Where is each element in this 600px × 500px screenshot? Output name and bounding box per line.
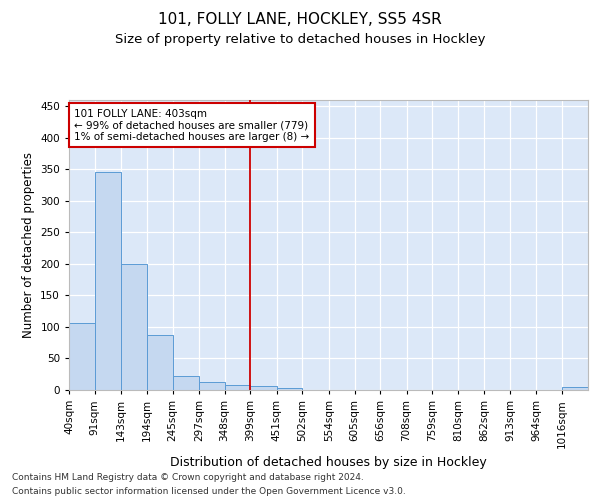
Text: 101 FOLLY LANE: 403sqm
← 99% of detached houses are smaller (779)
1% of semi-det: 101 FOLLY LANE: 403sqm ← 99% of detached… [74, 108, 310, 142]
Bar [121, 264, 147, 390]
Bar [277, 388, 302, 390]
Bar [224, 385, 250, 390]
Bar [69, 323, 95, 390]
Bar [95, 172, 121, 390]
X-axis label: Distribution of detached houses by size in Hockley: Distribution of detached houses by size … [170, 456, 487, 469]
Bar [562, 388, 588, 390]
Text: Size of property relative to detached houses in Hockley: Size of property relative to detached ho… [115, 32, 485, 46]
Bar [250, 386, 277, 390]
Bar [147, 334, 173, 390]
Text: Contains HM Land Registry data © Crown copyright and database right 2024.: Contains HM Land Registry data © Crown c… [12, 472, 364, 482]
Bar [173, 376, 199, 390]
Text: 101, FOLLY LANE, HOCKLEY, SS5 4SR: 101, FOLLY LANE, HOCKLEY, SS5 4SR [158, 12, 442, 28]
Bar [199, 382, 224, 390]
Y-axis label: Number of detached properties: Number of detached properties [22, 152, 35, 338]
Text: Contains public sector information licensed under the Open Government Licence v3: Contains public sector information licen… [12, 488, 406, 496]
